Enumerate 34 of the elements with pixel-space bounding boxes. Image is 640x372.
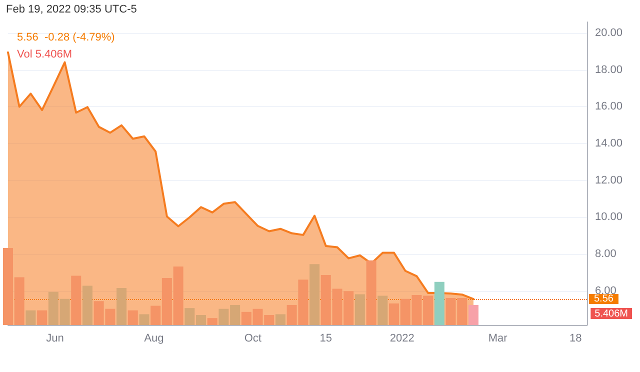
x-tick-label: Aug xyxy=(144,332,164,344)
x-tick-label: 2022 xyxy=(390,332,414,344)
bar xyxy=(378,296,388,325)
bar xyxy=(116,288,127,325)
text: Feb 19, 2022 09:35 UTC-5 xyxy=(6,4,137,16)
bar xyxy=(468,304,478,325)
text: 5.56 -0.28 (-4.79%) xyxy=(17,32,115,44)
bar xyxy=(82,286,92,325)
x-tick-label: Jun xyxy=(46,332,64,344)
bar xyxy=(366,260,376,325)
bar xyxy=(139,314,150,325)
bar xyxy=(26,310,36,325)
bar xyxy=(310,264,320,325)
bar xyxy=(71,276,82,325)
y-tick-label: 12.00 xyxy=(595,174,623,186)
x-tick-label: Mar xyxy=(488,332,508,344)
y-tick-label: 14.00 xyxy=(595,138,623,150)
y-tick-label: 8.00 xyxy=(595,248,616,260)
chart-title: Vol 5.406M xyxy=(17,48,72,60)
y-tick-label: 20.00 xyxy=(595,27,623,40)
ref-line-label: 5.56 xyxy=(594,294,614,305)
x-tick-label: Oct xyxy=(244,332,262,344)
y-tick-label: 10.00 xyxy=(595,211,623,224)
bar xyxy=(128,310,138,325)
y-tick-label: 16.00 xyxy=(595,100,623,113)
x-tick-label: 15 xyxy=(320,332,332,344)
x-tick-label: 18 xyxy=(570,332,582,344)
bar xyxy=(37,310,48,325)
bar xyxy=(354,294,365,325)
text: 5.406M xyxy=(594,308,628,320)
bar xyxy=(207,318,218,325)
bar xyxy=(434,282,444,325)
y-tick-label: 18.00 xyxy=(595,64,623,76)
bar xyxy=(275,314,286,325)
